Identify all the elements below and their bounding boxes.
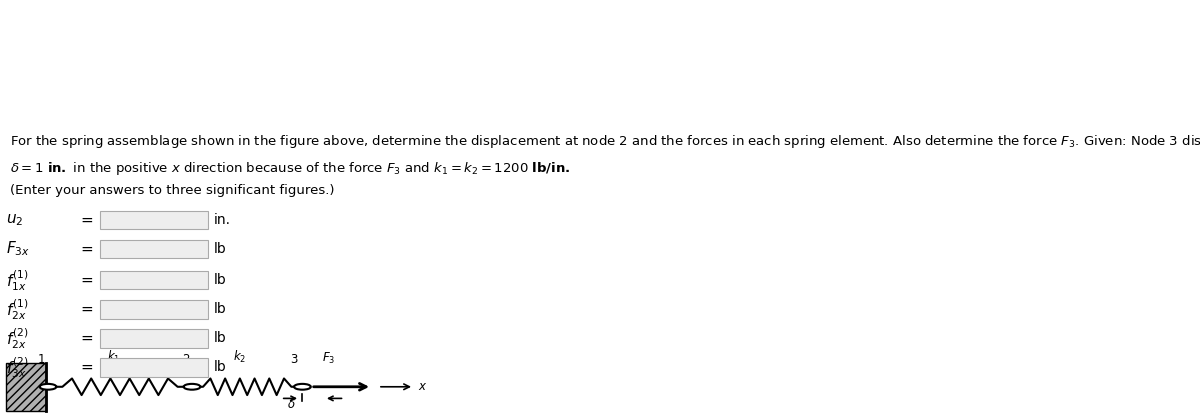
Text: (Enter your answers to three significant figures.): (Enter your answers to three significant…: [10, 184, 334, 198]
Text: in.: in.: [214, 213, 230, 227]
Text: $x$: $x$: [418, 380, 427, 393]
Text: 2: 2: [182, 353, 190, 366]
Text: $f_{2x}^{(1)}$: $f_{2x}^{(1)}$: [6, 297, 29, 322]
Text: =: =: [80, 302, 94, 317]
Text: lb: lb: [214, 302, 227, 316]
Text: $F_3$: $F_3$: [322, 351, 335, 366]
Text: =: =: [80, 212, 94, 227]
Bar: [100, 300, 208, 319]
Text: =: =: [80, 242, 94, 256]
Bar: [100, 358, 208, 377]
Bar: [100, 329, 208, 348]
Text: lb: lb: [214, 242, 227, 256]
Text: $f_{2x}^{(2)}$: $f_{2x}^{(2)}$: [6, 326, 29, 351]
Text: =: =: [80, 331, 94, 346]
Text: 3: 3: [290, 353, 298, 366]
Circle shape: [294, 384, 311, 390]
Text: For the spring assemblage shown in the figure above, determine the displacement : For the spring assemblage shown in the f…: [10, 133, 1200, 149]
Text: $u_2$: $u_2$: [6, 212, 23, 228]
Bar: [100, 239, 208, 258]
Text: =: =: [80, 360, 94, 375]
Text: $k_1$: $k_1$: [107, 349, 121, 365]
Text: lb: lb: [214, 273, 227, 287]
Text: $f_{3x}^{(2)}$: $f_{3x}^{(2)}$: [6, 355, 29, 380]
Text: lb: lb: [214, 360, 227, 374]
Text: $k_2$: $k_2$: [233, 349, 247, 365]
Bar: [100, 271, 208, 290]
Text: $\delta$: $\delta$: [287, 398, 296, 411]
Circle shape: [40, 384, 56, 390]
Text: =: =: [80, 273, 94, 288]
Text: 1: 1: [38, 353, 46, 366]
Circle shape: [184, 384, 200, 390]
Bar: [100, 211, 208, 229]
Text: $\delta = 1$ $\mathbf{in.}$ in the positive $\mathit{x}$ direction because of th: $\delta = 1$ $\mathbf{in.}$ in the posit…: [10, 160, 570, 176]
Bar: [6, 363, 46, 411]
Text: lb: lb: [214, 331, 227, 345]
Text: $F_{3x}$: $F_{3x}$: [6, 239, 30, 259]
Text: $f_{1x}^{(1)}$: $f_{1x}^{(1)}$: [6, 268, 29, 293]
